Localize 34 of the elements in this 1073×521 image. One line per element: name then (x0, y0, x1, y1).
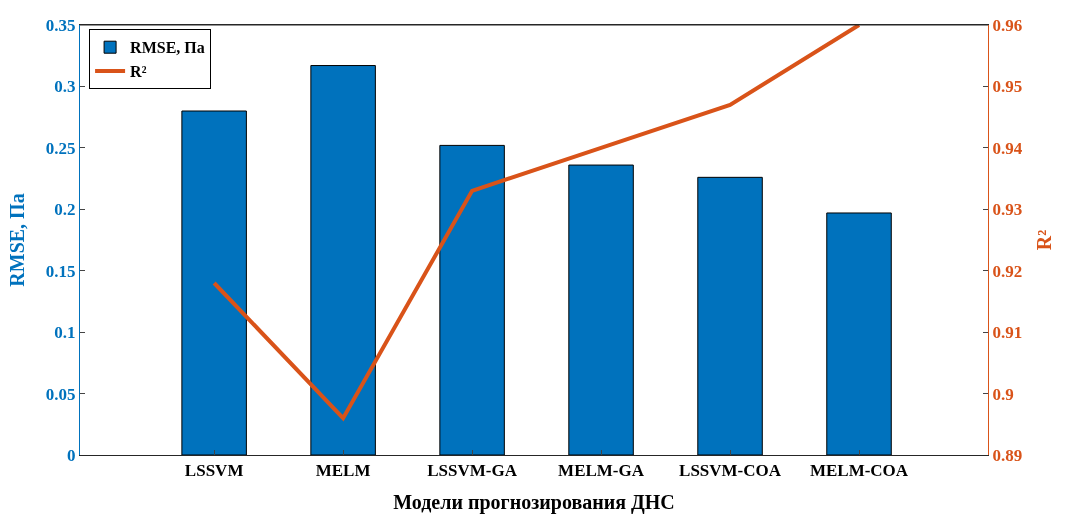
y-axis-title: RMSE, Па (6, 193, 29, 287)
bar (439, 144, 505, 455)
x-tick-label: LSSVM (184, 461, 244, 481)
bar (697, 176, 763, 455)
y-tick-label: 0.25 (45, 138, 76, 158)
y2-tick-label: 0.92 (992, 261, 1023, 281)
y2-tick-label: 0.96 (992, 15, 1023, 35)
y2-tick-label: 0.9 (992, 384, 1014, 404)
y2-tick-label: 0.93 (992, 200, 1023, 220)
y-tick-label: 0.3 (54, 77, 76, 97)
bar (568, 164, 634, 455)
y2-tick-label: 0.94 (992, 138, 1023, 158)
y-tick-label: 0.15 (45, 261, 76, 281)
bar (181, 110, 247, 455)
y-tick-label: 0.05 (45, 384, 76, 404)
legend-label: R² (130, 63, 147, 81)
y2-tick-label: 0.89 (992, 445, 1023, 465)
y2-tick-label: 0.91 (992, 323, 1023, 343)
y-tick-label: 0.2 (54, 200, 76, 220)
y-tick-label: 0.1 (54, 323, 76, 343)
x-tick-label: LSSVM-GA (427, 461, 518, 481)
x-tick-label: LSSVM-COA (679, 461, 782, 481)
x-axis-title: Модели прогнозирования ДНС (393, 490, 675, 514)
x-tick-label: MELM-GA (558, 461, 645, 481)
bar (310, 65, 376, 455)
x-tick-label: MELM (315, 461, 371, 481)
line-series (212, 25, 862, 421)
y-tick-label: 0 (67, 445, 76, 465)
legend-label: RMSE, Па (130, 39, 205, 57)
y-tick-label: 0.35 (45, 15, 76, 35)
y2-axis-title: R² (1033, 229, 1056, 251)
y2-tick-label: 0.95 (992, 77, 1023, 97)
bar (826, 212, 892, 455)
x-tick-label: MELM-COA (809, 461, 909, 481)
